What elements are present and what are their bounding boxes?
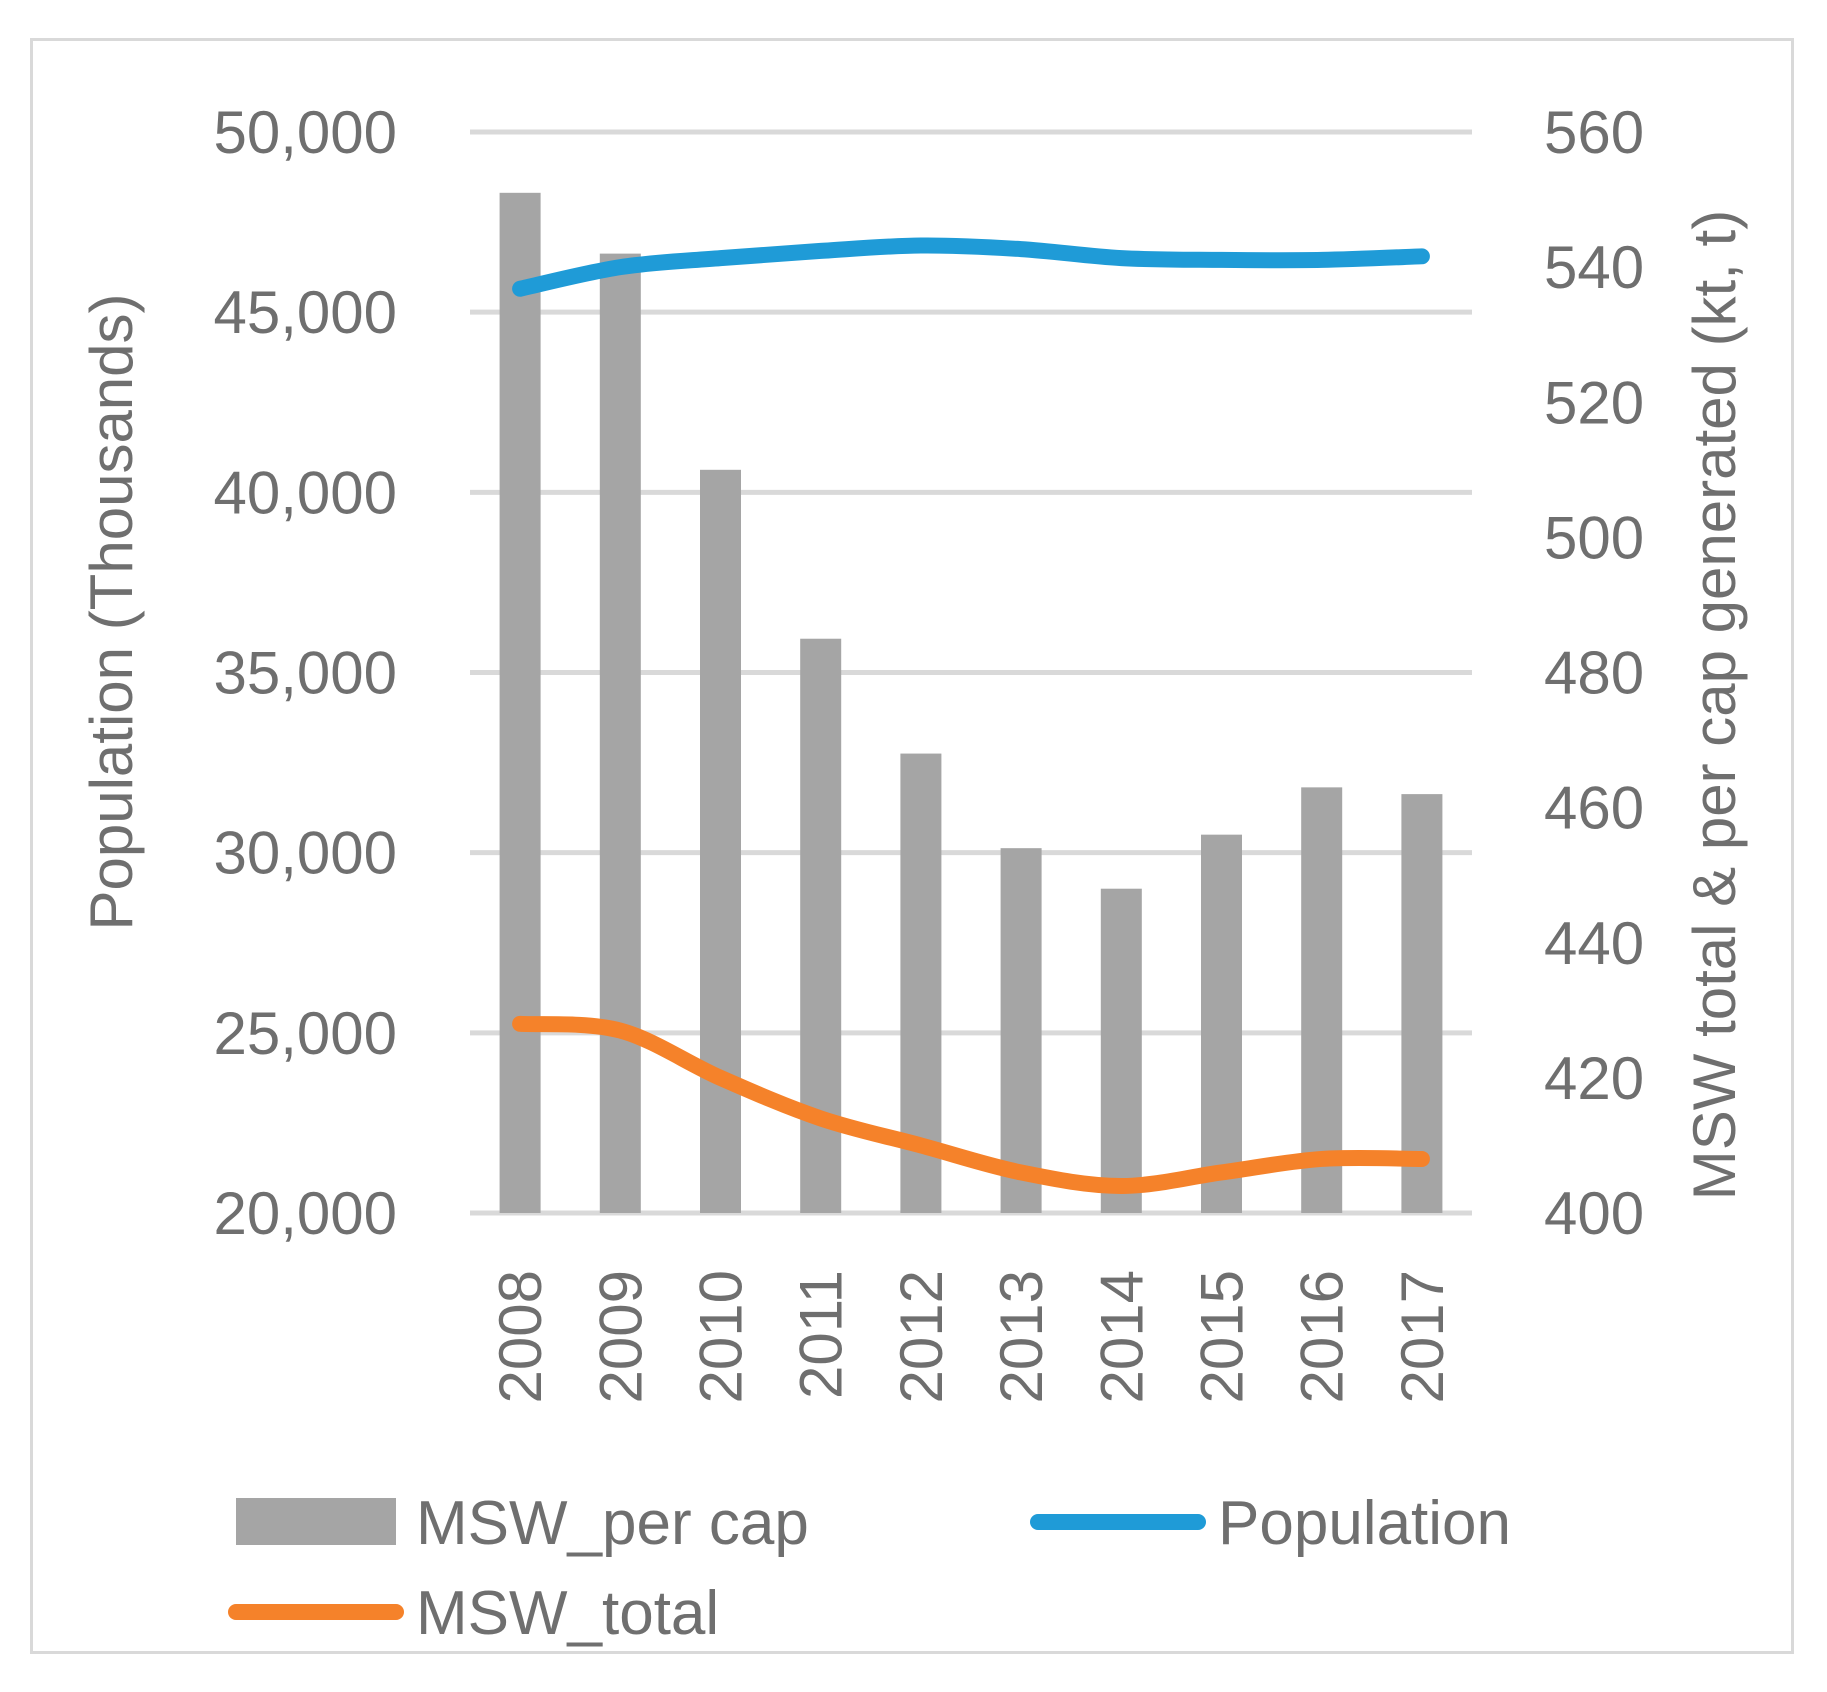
left-axis-title: Population (Thousands) bbox=[78, 293, 145, 930]
bars-msw-per-cap bbox=[499, 192, 1443, 1214]
right-axis-tick-label: 540 bbox=[1544, 234, 1644, 301]
right-axis-title: MSW total & per cap generated (kt, t) bbox=[1681, 210, 1748, 1200]
right-axis-tick-label: 480 bbox=[1544, 640, 1644, 707]
right-axis-tick-label: 520 bbox=[1544, 369, 1644, 436]
left-axis-tick-label: 40,000 bbox=[213, 459, 397, 526]
legend-label-msw-per-cap: MSW_per cap bbox=[416, 1489, 809, 1558]
bar-msw-per-cap bbox=[1201, 834, 1242, 1213]
legend: MSW_per cap Population MSW_total bbox=[228, 1489, 1511, 1648]
left-axis-tick-label: 30,000 bbox=[213, 820, 397, 887]
right-axis-tick-label: 500 bbox=[1544, 504, 1644, 571]
bar-msw-per-cap bbox=[700, 469, 741, 1213]
right-axis-tick-label: 440 bbox=[1544, 910, 1644, 977]
right-axis-ticks: 400 420 440 460 480 500 520 540 560 bbox=[1544, 99, 1644, 1247]
x-axis-tick-label: 2014 bbox=[1088, 1270, 1155, 1403]
legend-swatch-msw-per-cap bbox=[236, 1498, 396, 1545]
x-axis-tick-label: 2011 bbox=[788, 1270, 855, 1399]
x-axis-tick-label: 2015 bbox=[1189, 1270, 1256, 1403]
x-axis-ticks: 2008 2009 2010 2011 2012 2013 2014 2015 2016 2017 bbox=[487, 1270, 1456, 1403]
line-msw-total bbox=[512, 1015, 1430, 1194]
right-axis-tick-label: 400 bbox=[1544, 1180, 1644, 1247]
bar-msw-per-cap bbox=[499, 192, 541, 1213]
bar-msw-per-cap bbox=[1301, 787, 1343, 1213]
left-axis-tick-label: 35,000 bbox=[213, 640, 397, 707]
x-axis-tick-label: 2016 bbox=[1289, 1270, 1356, 1403]
left-axis-tick-label: 20,000 bbox=[213, 1180, 397, 1247]
left-axis-tick-label: 25,000 bbox=[213, 1000, 397, 1067]
legend-label-population: Population bbox=[1218, 1489, 1511, 1558]
line-population bbox=[512, 237, 1430, 297]
right-axis-tick-label: 420 bbox=[1544, 1045, 1644, 1112]
x-axis-tick-label: 2013 bbox=[988, 1270, 1055, 1403]
x-axis-tick-label: 2012 bbox=[888, 1270, 955, 1403]
left-axis-tick-label: 45,000 bbox=[213, 279, 397, 346]
x-axis-tick-label: 2010 bbox=[688, 1270, 755, 1403]
x-axis-tick-label: 2008 bbox=[487, 1270, 554, 1403]
right-axis-tick-label: 560 bbox=[1544, 99, 1644, 166]
bar-msw-per-cap bbox=[1401, 794, 1443, 1213]
lines bbox=[512, 237, 1430, 1194]
bar-msw-per-cap bbox=[1100, 888, 1142, 1213]
left-axis-tick-label: 50,000 bbox=[213, 99, 397, 166]
right-axis-tick-label: 460 bbox=[1544, 775, 1644, 842]
x-axis-tick-label: 2009 bbox=[587, 1270, 654, 1403]
left-axis-ticks: 20,000 25,000 30,000 35,000 40,000 45,000 50,0… bbox=[213, 99, 397, 1247]
legend-label-msw-total: MSW_total bbox=[416, 1579, 719, 1648]
bar-msw-per-cap bbox=[599, 253, 641, 1214]
bar-msw-per-cap bbox=[1000, 848, 1042, 1213]
x-axis-tick-label: 2017 bbox=[1389, 1270, 1456, 1403]
